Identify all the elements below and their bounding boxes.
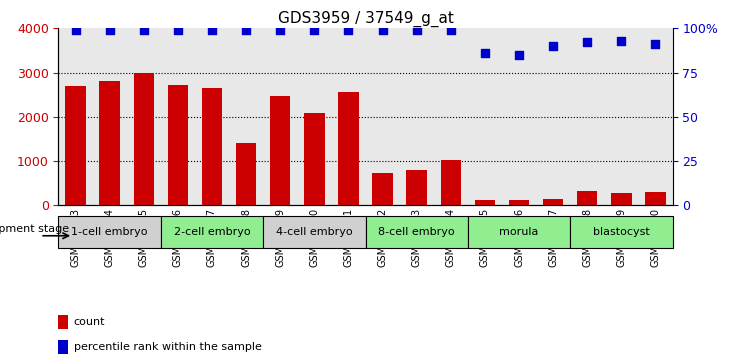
FancyBboxPatch shape <box>570 216 673 248</box>
Bar <box>372 173 393 205</box>
Text: 1-cell embryo: 1-cell embryo <box>72 227 148 237</box>
Point <box>445 27 457 33</box>
Bar <box>338 92 359 205</box>
Bar <box>611 193 632 205</box>
Point <box>411 27 423 33</box>
Bar <box>167 85 188 205</box>
FancyBboxPatch shape <box>468 216 570 248</box>
Point <box>513 52 525 58</box>
Point <box>376 27 388 33</box>
Bar <box>304 113 325 205</box>
Text: percentile rank within the sample: percentile rank within the sample <box>74 342 262 352</box>
FancyBboxPatch shape <box>263 216 366 248</box>
FancyBboxPatch shape <box>161 216 263 248</box>
Point <box>650 41 662 47</box>
Point <box>479 50 491 56</box>
Point <box>206 27 218 33</box>
Bar <box>270 96 290 205</box>
Point <box>616 38 627 44</box>
Bar <box>441 160 461 205</box>
Title: GDS3959 / 37549_g_at: GDS3959 / 37549_g_at <box>278 11 453 27</box>
Text: 4-cell embryo: 4-cell embryo <box>276 227 352 237</box>
Point <box>581 40 593 45</box>
Point <box>274 27 286 33</box>
Bar <box>577 191 597 205</box>
FancyBboxPatch shape <box>58 216 161 248</box>
Text: count: count <box>74 317 105 327</box>
FancyBboxPatch shape <box>366 216 468 248</box>
Bar <box>134 73 154 205</box>
Bar <box>99 81 120 205</box>
Point <box>172 27 183 33</box>
Point <box>104 27 115 33</box>
Bar <box>474 200 495 205</box>
Point <box>548 43 559 49</box>
Text: 2-cell embryo: 2-cell embryo <box>174 227 250 237</box>
Bar <box>543 199 564 205</box>
Text: development stage: development stage <box>0 224 69 234</box>
Bar <box>236 143 257 205</box>
Bar <box>58 315 68 329</box>
Point <box>343 27 355 33</box>
Bar <box>509 200 529 205</box>
Point <box>240 27 252 33</box>
Text: morula: morula <box>499 227 539 237</box>
Bar <box>58 340 68 354</box>
Bar <box>65 86 86 205</box>
Point <box>138 27 150 33</box>
Bar <box>406 170 427 205</box>
Bar <box>645 193 666 205</box>
Text: 8-cell embryo: 8-cell embryo <box>379 227 455 237</box>
Point <box>69 27 81 33</box>
Text: blastocyst: blastocyst <box>593 227 650 237</box>
Point <box>308 27 320 33</box>
Bar <box>202 88 222 205</box>
